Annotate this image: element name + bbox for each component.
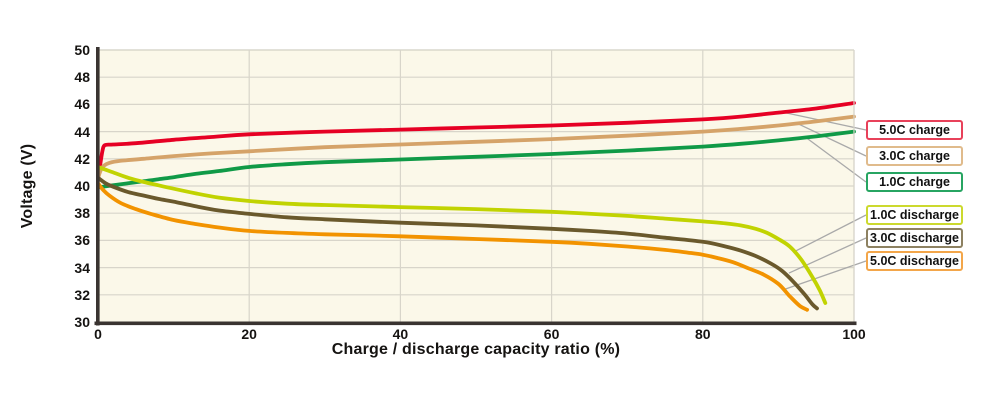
legend-item-5-0c-discharge: 5.0C discharge — [866, 251, 963, 271]
x-tick-label: 0 — [94, 326, 102, 342]
x-tick-label: 100 — [842, 326, 866, 342]
legend-leader-line — [788, 237, 867, 274]
y-tick-label: 38 — [74, 205, 90, 222]
series-line-3-0c-discharge — [96, 175, 819, 311]
y-tick-label: 36 — [74, 232, 90, 249]
x-tick-label: 60 — [543, 326, 560, 342]
legend-item-1-0c-charge: 1.0C charge — [866, 172, 963, 192]
y-tick-label: 30 — [74, 314, 90, 330]
series-line-5-0c-charge — [96, 101, 856, 183]
y-tick-label: 46 — [74, 96, 90, 113]
y-axis-line — [96, 47, 100, 326]
y-tick-label: 32 — [74, 286, 90, 303]
x-tick-label: 20 — [241, 326, 257, 342]
y-tick-label: 34 — [74, 259, 90, 276]
series-line-1-0c-discharge — [96, 165, 828, 305]
y-tick-label: 50 — [74, 42, 90, 58]
x-tick-label: 40 — [392, 326, 409, 342]
series-line-5-0c-discharge — [96, 181, 809, 312]
legend-item-5-0c-charge: 5.0C charge — [866, 120, 963, 140]
y-axis-title: Voltage (V) — [19, 143, 36, 229]
legend-item-1-0c-discharge: 1.0C discharge — [866, 205, 963, 225]
y-tick-label: 44 — [74, 123, 90, 140]
legend-item-3-0c-charge: 3.0C charge — [866, 146, 963, 166]
y-tick-label: 48 — [74, 69, 90, 86]
x-axis-line — [94, 321, 857, 326]
x-axis-title: Charge / discharge capacity ratio (%) — [331, 341, 621, 358]
y-tick-label: 42 — [74, 150, 90, 167]
legend-leader-line — [806, 137, 867, 183]
y-tick-label: 40 — [74, 178, 90, 194]
series-line-3-0c-charge — [96, 114, 856, 180]
x-tick-label: 80 — [695, 326, 711, 342]
legend-item-3-0c-discharge: 3.0C discharge — [866, 228, 963, 248]
